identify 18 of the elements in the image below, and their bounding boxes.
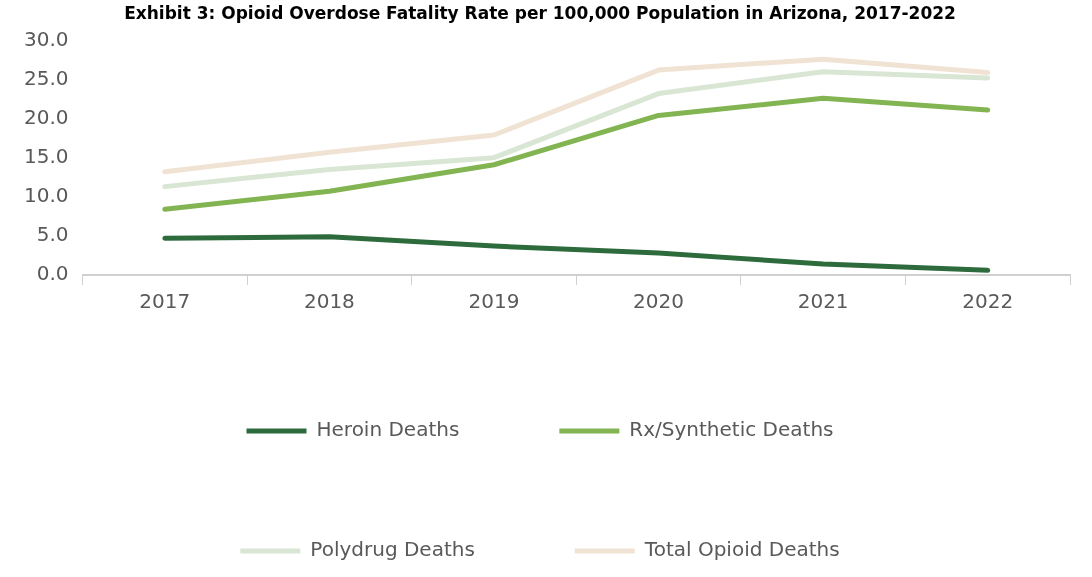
x-tick-label: 2022: [962, 289, 1014, 314]
legend-label: Total Opioid Deaths: [643, 537, 840, 562]
legend-label: Polydrug Deaths: [310, 537, 475, 562]
x-tick-label: 2017: [139, 289, 191, 314]
y-tick-label: 0.0: [36, 261, 69, 286]
x-tick-label: 2020: [633, 289, 685, 314]
x-tick-label: 2019: [468, 289, 520, 314]
legend-label: Rx/Synthetic Deaths: [629, 417, 834, 442]
x-tick-label: 2021: [797, 289, 849, 314]
y-tick-label: 15.0: [24, 143, 69, 168]
y-tick-label: 25.0: [24, 65, 69, 90]
y-tick-label: 10.0: [24, 183, 69, 207]
x-tick-label: 2018: [303, 289, 355, 314]
legend-label: Heroin Deaths: [316, 417, 460, 442]
y-tick-label: 5.0: [36, 222, 69, 247]
y-tick-label: 20.0: [24, 104, 69, 129]
chart-title: Exhibit 3: Opioid Overdose Fatality Rate per 100,000 Population in Arizona, 2017-2022: [124, 2, 956, 23]
y-tick-label: 30.0: [24, 26, 69, 51]
